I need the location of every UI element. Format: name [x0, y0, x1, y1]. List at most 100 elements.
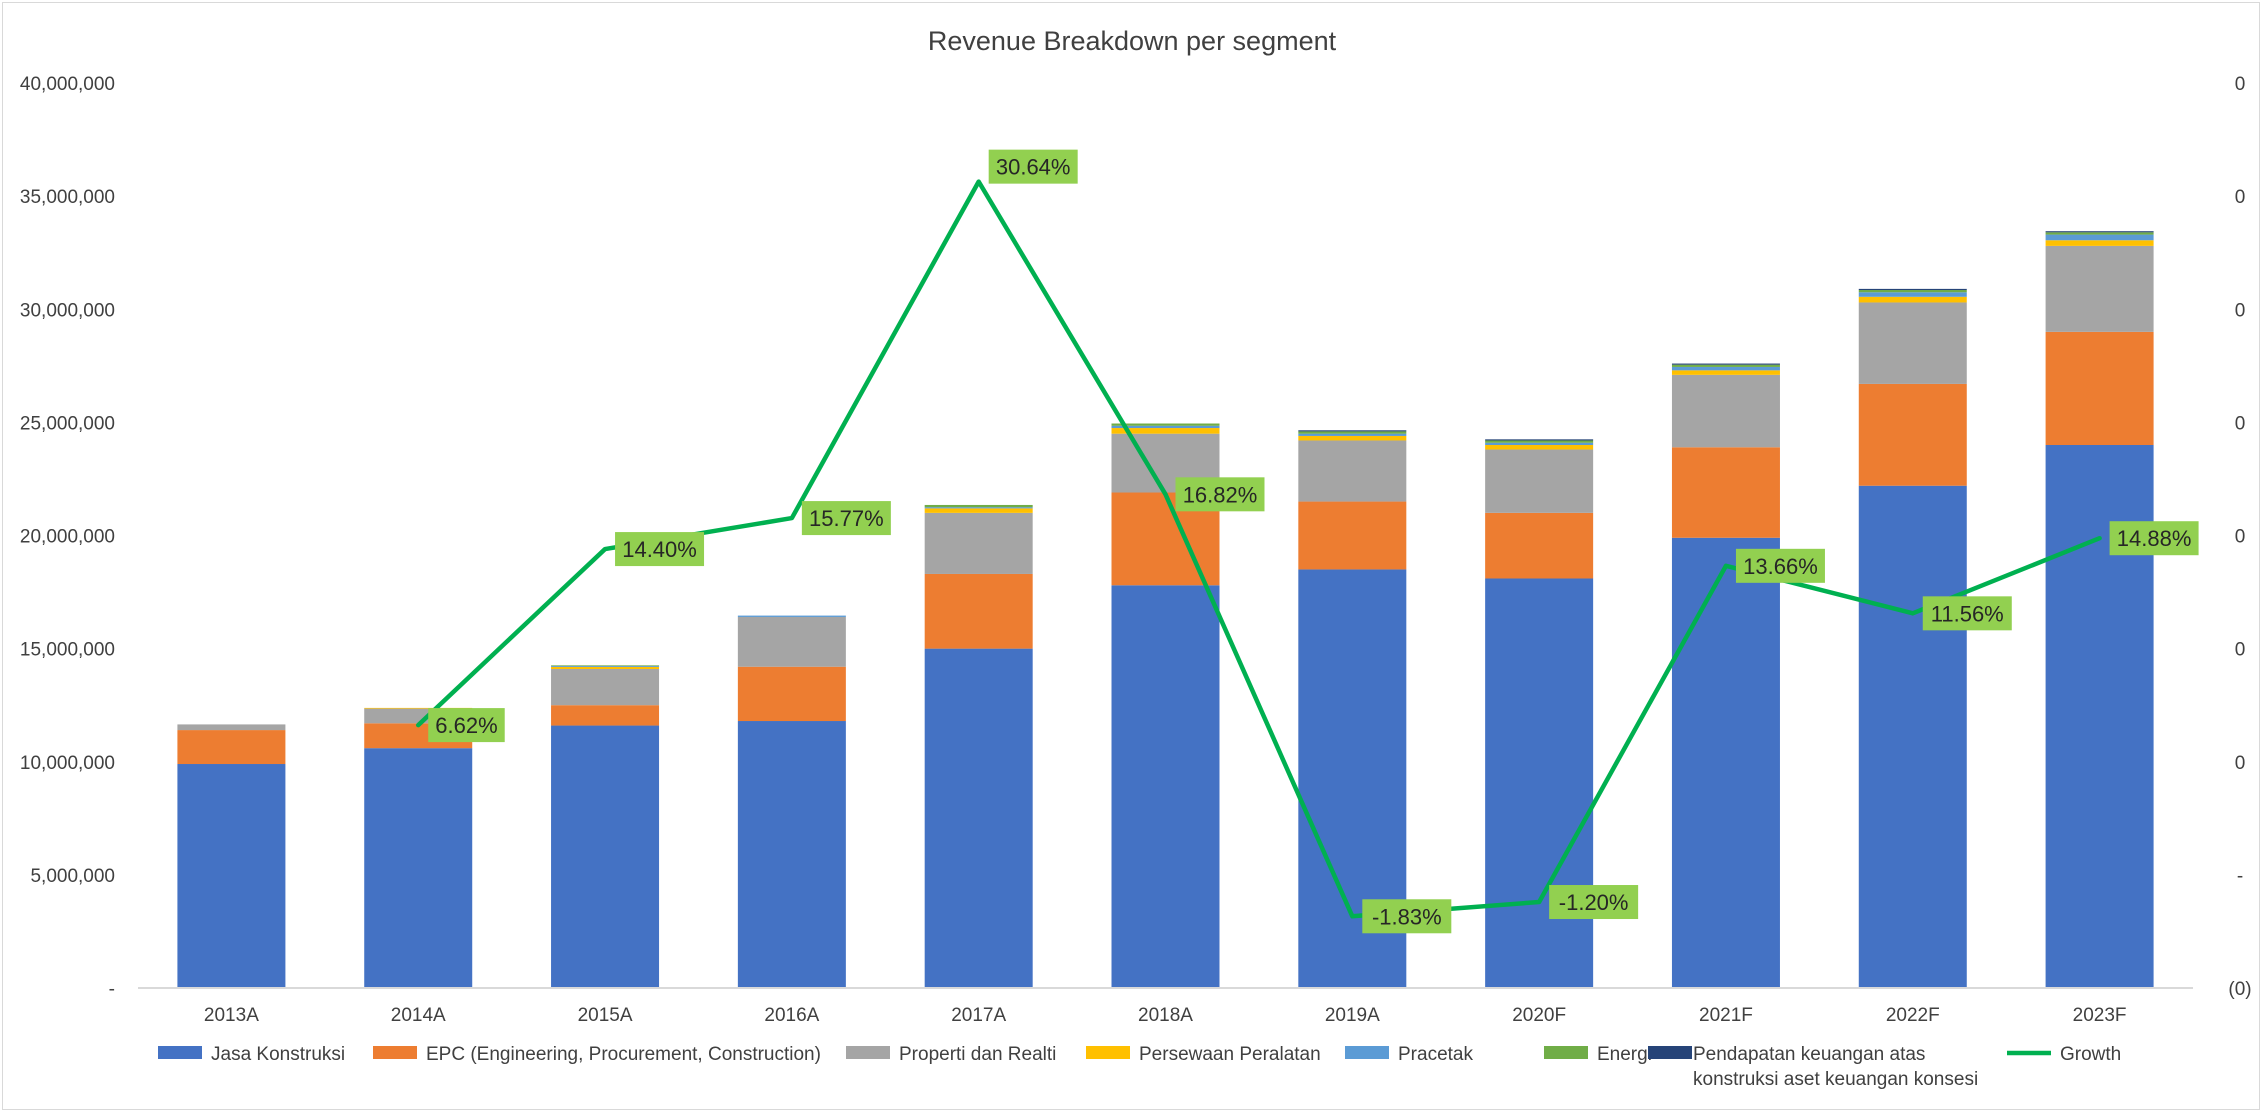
x-tick-label: 2013A: [204, 1005, 259, 1026]
legend-swatch: [1086, 1046, 1130, 1059]
x-tick-label: 2021F: [1699, 1005, 1753, 1026]
growth-data-label: 14.88%: [2117, 526, 2192, 551]
x-tick-label: 2023F: [2073, 1005, 2127, 1026]
y-tick-label: -: [109, 979, 115, 1000]
bar-segment: [1858, 290, 1967, 293]
bar-segment: [924, 508, 1033, 513]
bar-segment: [1671, 363, 1780, 365]
growth-label-box: [1175, 477, 1265, 512]
legend-label: Persewaan Peralatan: [1139, 1044, 1321, 1065]
bar-segment: [1858, 296, 1967, 303]
bar-segment: [1671, 537, 1780, 988]
bar-segment: [737, 666, 846, 722]
bar-segment: [177, 724, 286, 731]
y-tick-label: 40,000,000: [20, 74, 115, 95]
legend-swatch: [846, 1046, 890, 1059]
growth-label-box: [1735, 548, 1825, 583]
bar-segment: [1858, 383, 1967, 486]
growth-label-box: [2109, 521, 2199, 556]
bar-segment: [1671, 447, 1780, 538]
y-tick-label: 15,000,000: [20, 640, 115, 661]
bar-segment: [1485, 512, 1594, 579]
growth-data-label: 13.66%: [1743, 554, 1818, 579]
bar-segment: [1298, 431, 1407, 434]
bar-segment: [924, 512, 1033, 574]
y-tick-label: 30,000,000: [20, 300, 115, 321]
bar-segment: [1298, 440, 1407, 502]
x-tick-label: 2016A: [764, 1005, 819, 1026]
bar-segment: [1485, 578, 1594, 988]
growth-label-box: [615, 532, 705, 567]
y2-tick-label: 0: [2235, 527, 2246, 548]
bar-segment: [737, 615, 846, 617]
legend-label: Energi: [1597, 1044, 1652, 1065]
growth-label-box: [428, 708, 505, 743]
bar-segment: [2045, 245, 2154, 332]
legend-label: Pendapatan keuangan atas: [1693, 1044, 1925, 1065]
growth-series: 6.62% 14.40% 15.77% 30.64% 16.82% -1.83% -1.20…: [415, 149, 2199, 934]
bar-segment: [551, 725, 660, 988]
growth-data-label: -1.83%: [1372, 904, 1442, 929]
legend-label: Growth: [2060, 1044, 2121, 1065]
x-tick-label: 2022F: [1886, 1005, 1940, 1026]
legend-swatch: [1544, 1046, 1588, 1059]
growth-data-label: 16.82%: [1183, 482, 1258, 507]
bar-segment: [1671, 366, 1780, 371]
bar-segment: [1671, 374, 1780, 448]
bar-segment: [1858, 485, 1967, 988]
bar-segment: [2045, 231, 2154, 233]
bar-segment: [1671, 370, 1780, 375]
bar-series: [177, 231, 2154, 988]
x-tick-label: 2015A: [578, 1005, 633, 1026]
growth-data-label: 11.56%: [1931, 601, 2004, 626]
bar-segment: [1485, 442, 1594, 445]
y2-tick-label: 0: [2235, 74, 2246, 95]
growth-label-box: [988, 149, 1078, 184]
x-tick-label: 2014A: [391, 1005, 446, 1026]
legend-label: Pracetak: [1398, 1044, 1473, 1065]
growth-label-box: [1362, 899, 1452, 934]
legend-swatch: [373, 1046, 417, 1059]
growth-label-box: [1922, 596, 2012, 631]
bar-segment: [1858, 292, 1967, 297]
chart-title: Revenue Breakdown per segment: [928, 26, 1337, 56]
bar-segment: [1485, 440, 1594, 443]
y2-tick-label: -: [2237, 866, 2243, 887]
growth-data-label: -1.20%: [1559, 890, 1629, 915]
bar-segment: [1111, 425, 1220, 429]
bar-segment: [1111, 428, 1220, 434]
bar-segment: [551, 666, 660, 669]
bar-segment: [551, 666, 660, 667]
x-tick-label: 2017A: [951, 1005, 1006, 1026]
bar-segment: [1485, 445, 1594, 450]
bar-segment: [1298, 433, 1407, 436]
y2-axis: (0) - 0 0 0 0 0 0 0: [2228, 74, 2251, 1000]
bar-segment: [924, 648, 1033, 988]
bar-segment: [924, 504, 1033, 508]
bar-segment: [924, 573, 1033, 649]
growth-data-label: 15.77%: [809, 506, 884, 531]
bar-segment: [1298, 501, 1407, 570]
legend-label: konstruksi aset keuangan konsesi: [1693, 1069, 1978, 1090]
y-axis: - 5,000,000 10,000,000 15,000,000 20,000,000…: [20, 74, 115, 1000]
bar-segment: [1671, 364, 1780, 367]
bar-segment: [364, 748, 473, 988]
legend-label: EPC (Engineering, Procurement, Construct…: [426, 1044, 821, 1065]
y-tick-label: 5,000,000: [30, 866, 115, 887]
x-axis: 2013A 2014A 2015A 2016A 2017A 2018A 2019A 2020F…: [204, 1005, 2127, 1026]
y2-tick-label: (0): [2228, 979, 2251, 1000]
legend-swatch: [158, 1046, 202, 1059]
bar-segment: [2045, 232, 2154, 235]
bar-segment: [1298, 435, 1407, 441]
y2-tick-label: 0: [2235, 187, 2246, 208]
growth-data-label: 6.62%: [435, 713, 497, 738]
legend-swatch: [1648, 1046, 1692, 1059]
growth-data-label: 14.40%: [622, 537, 697, 562]
growth-label-box: [801, 501, 891, 536]
y2-tick-label: 0: [2235, 640, 2246, 661]
y2-tick-label: 0: [2235, 753, 2246, 774]
y2-tick-label: 0: [2235, 413, 2246, 434]
bar-segment: [924, 507, 1033, 509]
legend: Jasa Konstruksi EPC (Engineering, Procure…: [158, 1044, 2121, 1090]
